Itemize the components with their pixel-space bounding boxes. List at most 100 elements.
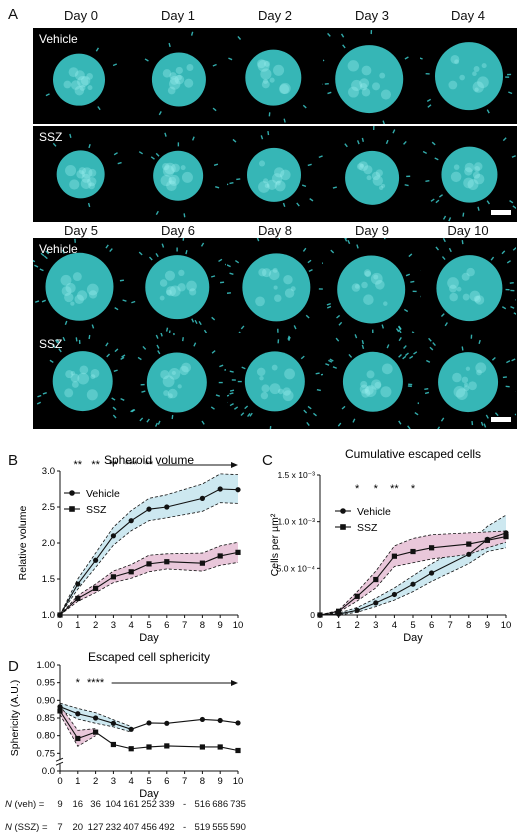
spheroid-texture [469, 290, 481, 302]
y-tick-label: 0.95 [37, 678, 56, 689]
spheroid-texture [450, 55, 460, 64]
spheroid-texture [364, 269, 372, 277]
escaped-cell [408, 253, 413, 258]
escaped-cell [492, 356, 497, 361]
escaped-cell [405, 352, 410, 357]
spheroid-texture [365, 386, 375, 395]
spheroid-texture [61, 286, 72, 296]
x-tick-label: 9 [485, 620, 490, 631]
day-label: Day 2 [258, 8, 292, 23]
spheroid-texture [261, 80, 270, 89]
panel-letter-d: D [8, 658, 19, 675]
spheroid-texture [63, 80, 72, 89]
escaped-cell [512, 247, 517, 251]
escaped-cell [398, 420, 402, 425]
escaped-cell [439, 194, 444, 198]
y-tick-label: 0 [310, 610, 315, 620]
spheroid-texture [454, 59, 460, 65]
spheroid-texture [474, 162, 483, 171]
scale-bar [491, 417, 511, 422]
spheroid-texture [169, 285, 181, 297]
y-tick-label: 0.80 [37, 731, 56, 742]
significance-label: ** [74, 459, 83, 471]
escaped-cell [114, 348, 119, 353]
day-label: Day 6 [161, 223, 195, 238]
panel-letter-c: C [262, 452, 273, 469]
spheroid-texture [474, 173, 485, 185]
escaped-cell [226, 264, 231, 268]
spheroid-texture [159, 279, 168, 287]
escaped-cell [316, 389, 321, 392]
escaped-cell [49, 359, 54, 364]
n-label-prefix: N [5, 822, 12, 833]
x-tick-label: 10 [233, 776, 244, 787]
n-table-cell: 104 [105, 799, 122, 810]
escaped-cell [150, 156, 155, 160]
escaped-cell [302, 409, 307, 414]
spheroid-texture [380, 386, 392, 398]
escaped-cell [444, 322, 449, 327]
escaped-cell [486, 109, 491, 114]
spheroid-texture [382, 363, 394, 375]
escaped-cell [348, 353, 353, 358]
n-label-suffix: (SSZ) = [11, 822, 48, 833]
spheroid-texture [168, 78, 181, 90]
escaped-cell [486, 200, 491, 205]
data-point-vehicle [128, 518, 134, 524]
escaped-cell [477, 206, 480, 211]
escaped-cell [425, 391, 430, 395]
spheroid-texture [361, 388, 371, 398]
escaped-cell [420, 57, 424, 60]
spheroid-texture [465, 366, 471, 371]
spheroid-texture [348, 60, 360, 72]
legend-marker [340, 508, 346, 514]
series-line-ssz [59, 551, 239, 616]
escaped-cell [511, 155, 517, 158]
spheroid-image [420, 238, 517, 334]
data-point-ssz [235, 747, 241, 754]
n-table-cell: 20 [72, 822, 84, 833]
data-point-ssz [57, 612, 63, 618]
escaped-cell [113, 152, 118, 156]
escaped-cell [119, 279, 125, 282]
spheroid-texture [78, 167, 87, 175]
spheroid-texture [175, 66, 183, 75]
escaped-cell [300, 355, 305, 360]
escaped-cell [318, 155, 323, 159]
spheroid-svg [36, 334, 126, 419]
escaped-cell [432, 342, 437, 347]
spheroid-svg [422, 137, 517, 222]
spheroid-body [53, 53, 106, 106]
escaped-cell [138, 251, 143, 256]
escaped-cell [64, 320, 68, 325]
spheroid-texture [76, 169, 85, 179]
n-table-cell: 339 [158, 799, 175, 810]
escaped-cell [120, 397, 125, 401]
spheroid-image [226, 126, 324, 222]
data-point-vehicle [235, 487, 241, 493]
spheroid-body [56, 150, 105, 199]
arrow-head [231, 680, 238, 686]
y-tick-label: 3.0 [42, 466, 55, 477]
escaped-cell [105, 244, 109, 249]
escaped-cell [160, 333, 163, 337]
confidence-band-ssz [320, 531, 506, 615]
escaped-cell [215, 394, 220, 397]
escaped-cell [287, 336, 291, 342]
escaped-cell [398, 329, 403, 334]
day-label: Day 3 [355, 8, 389, 23]
significance-label: ** [390, 483, 399, 495]
spheroid-texture [477, 76, 489, 89]
escaped-cell [39, 268, 44, 272]
escaped-cell [443, 238, 447, 243]
x-tick-label: 1 [75, 776, 80, 787]
escaped-cell [329, 358, 335, 362]
escaped-cell [155, 334, 159, 339]
escaped-cell [481, 421, 484, 426]
spheroid-texture [275, 180, 281, 186]
x-axis-label: Day [139, 632, 159, 644]
spheroid-body [441, 146, 498, 203]
spheroid-texture [464, 167, 473, 176]
escaped-cell [512, 205, 517, 209]
spheroid-texture [363, 294, 375, 305]
